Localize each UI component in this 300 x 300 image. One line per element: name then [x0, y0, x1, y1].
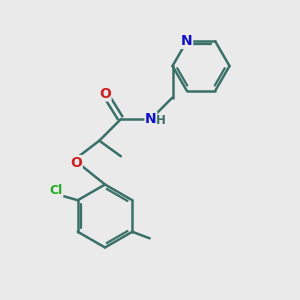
Text: O: O — [99, 87, 111, 101]
Text: N: N — [145, 112, 157, 126]
Text: Cl: Cl — [50, 184, 63, 197]
Text: N: N — [181, 34, 193, 48]
Text: O: O — [70, 156, 82, 170]
Text: H: H — [156, 114, 165, 127]
